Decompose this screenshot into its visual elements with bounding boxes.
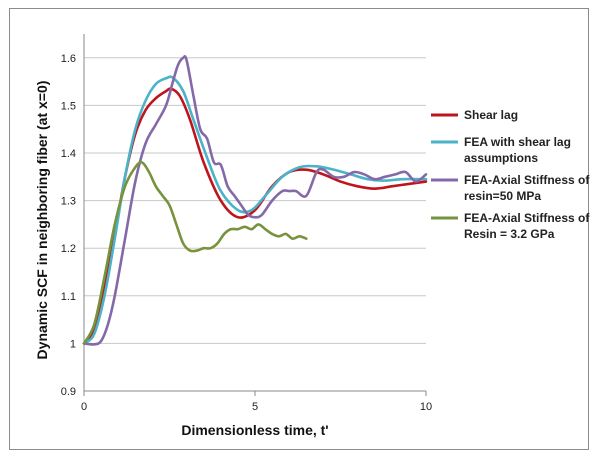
chart-frame: 0.9 1 1.1 1.2 1.3 1.4 1.5 1.6 0 5 10 Dimensionless… [9, 8, 590, 450]
legend-label: FEA-Axial Stiffness of [464, 211, 590, 225]
x-axis-title: Dimensionless time, t' [181, 422, 328, 438]
y-tick-label: 1.6 [61, 53, 76, 65]
y-tick-label: 1.5 [61, 100, 76, 112]
legend-item-3: FEA-Axial Stiffness of resin=50 MPa [431, 173, 590, 203]
x-tick-label: 10 [420, 401, 432, 413]
legend-item-1: Shear lag [431, 108, 518, 122]
legend-label: assumptions [464, 151, 538, 165]
tick-labels: 0.9 1 1.1 1.2 1.3 1.4 1.5 1.6 0 5 10 [61, 53, 432, 413]
legend-label: resin=50 MPa [464, 189, 541, 203]
y-tick-label: 0.9 [61, 386, 76, 398]
legend-item-2: FEA with shear lag assumptions [431, 135, 571, 165]
legend-item-4: FEA-Axial Stiffness of Resin = 3.2 GPa [431, 211, 590, 241]
y-tick-label: 1.1 [61, 291, 76, 303]
y-axis-title: Dynamic SCF in neighboring fiber (at x=0… [34, 81, 50, 360]
gridlines [84, 57, 426, 392]
series-line-3 [82, 55, 428, 346]
legend-label: FEA with shear lag [464, 135, 571, 149]
line-chart: 0.9 1 1.1 1.2 1.3 1.4 1.5 1.6 0 5 10 Dimensionless… [34, 34, 590, 438]
legend-label: FEA-Axial Stiffness of [464, 173, 590, 187]
x-tick-label: 5 [252, 401, 258, 413]
series-lines [82, 55, 428, 346]
legend-label: Resin = 3.2 GPa [464, 227, 555, 241]
series-line-4 [82, 161, 308, 345]
legend-label: Shear lag [464, 108, 518, 122]
axes [83, 34, 427, 396]
y-tick-label: 1.2 [61, 243, 76, 255]
x-tick-label: 0 [81, 401, 87, 413]
y-tick-label: 1 [70, 338, 76, 350]
y-tick-label: 1.3 [61, 196, 76, 208]
y-tick-label: 1.4 [61, 148, 76, 160]
